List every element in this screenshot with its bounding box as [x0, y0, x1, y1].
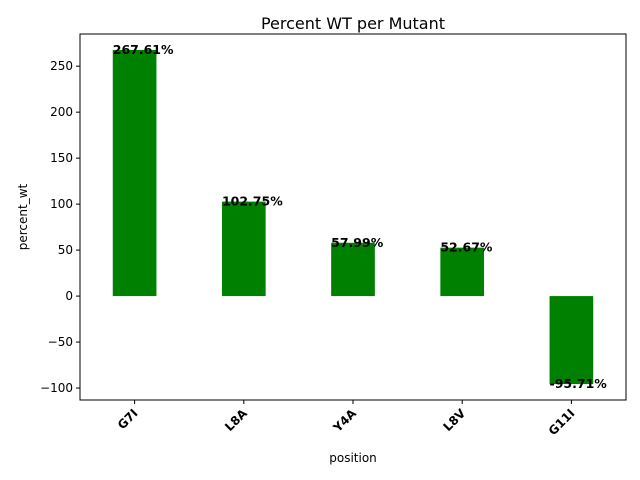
plot-frame [79, 33, 627, 401]
bar-y4a [331, 242, 375, 297]
y-axis-label: percent_wt [16, 183, 30, 250]
x-tick-label-y4a: Y4A [330, 406, 360, 436]
data-label-l8v: 52.67% [440, 240, 493, 255]
data-label-g7i: 267.61% [113, 42, 174, 57]
bar-g11i [549, 296, 594, 385]
x-tick-label-l8a: L8A [222, 406, 250, 434]
x-axis: G7I L8A Y4A L8V G11I [115, 400, 578, 438]
x-tick-label-l8v: L8V [441, 406, 469, 434]
y-tick-label: 0 [65, 289, 73, 303]
y-tick-label: 250 [50, 59, 73, 73]
x-axis-label: position [329, 451, 377, 465]
bar-g7i [112, 49, 157, 297]
y-tick-label: −50 [48, 335, 73, 349]
y-tick-label: −100 [40, 381, 73, 395]
data-label-y4a: 57.99% [331, 235, 384, 250]
y-tick-label: 200 [50, 105, 73, 119]
x-tick-label-g7i: G7I [115, 406, 141, 432]
data-label-g11i: -95.71% [550, 376, 608, 391]
bars-group [112, 49, 594, 385]
data-label-l8a: 102.75% [222, 194, 283, 209]
y-tick-label: 50 [58, 243, 73, 257]
bar-l8v [440, 247, 485, 297]
chart-title: Percent WT per Mutant [261, 14, 445, 33]
bar-l8a [221, 201, 266, 297]
data-labels-group: 267.61% 102.75% 57.99% 52.67% -95.71% [113, 42, 608, 391]
y-axis: −100 −50 0 50 100 150 200 250 [40, 59, 80, 395]
y-tick-label: 150 [50, 151, 73, 165]
x-tick-label-g11i: G11I [546, 406, 578, 438]
y-tick-label: 100 [50, 197, 73, 211]
